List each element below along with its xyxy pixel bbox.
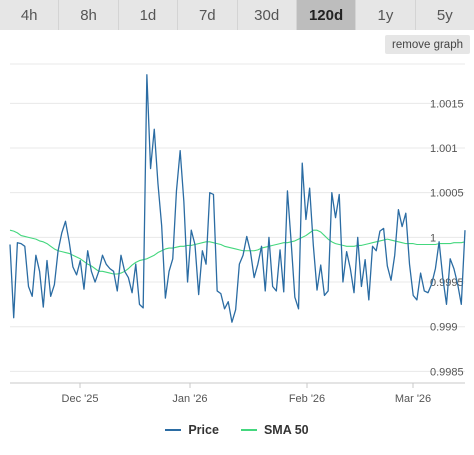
- x-tick-label: Jan '26: [172, 393, 207, 405]
- tab-4h[interactable]: 4h: [0, 0, 60, 30]
- y-tick-label: 1.0005: [430, 188, 464, 200]
- chart-legend: Price SMA 50: [0, 420, 474, 440]
- tab-1y[interactable]: 1y: [356, 0, 416, 30]
- x-tick-label: Feb '26: [289, 393, 325, 405]
- y-tick-label: 1: [430, 232, 436, 244]
- legend-swatch-price: [165, 429, 182, 431]
- remove-graph-button[interactable]: remove graph: [385, 35, 470, 54]
- tab-8h[interactable]: 8h: [59, 0, 119, 30]
- y-tick-label: 1.001: [430, 143, 458, 155]
- sma50-series-line: [9, 229, 466, 275]
- tab-5y[interactable]: 5y: [436, 6, 453, 24]
- x-tick-label: Mar '26: [395, 393, 431, 405]
- y-tick-label: 1.0015: [430, 98, 464, 110]
- timeframe-tabs: 4h 8h 1d 7d 30d 120d 1y 5y: [0, 0, 474, 30]
- y-tick-label: 0.9995: [430, 277, 464, 289]
- x-tick-label: Dec '25: [62, 393, 99, 405]
- legend-item-sma50[interactable]: SMA 50: [240, 423, 309, 437]
- legend-swatch-sma50: [240, 429, 257, 431]
- tab-7d[interactable]: 7d: [178, 0, 238, 30]
- tab-30d[interactable]: 30d: [238, 0, 297, 30]
- y-tick-label: 0.999: [430, 322, 458, 334]
- price-series-line: [9, 74, 466, 323]
- tab-120d[interactable]: 120d: [296, 0, 357, 30]
- legend-label-sma50: SMA 50: [263, 423, 309, 437]
- tab-1d[interactable]: 1d: [119, 0, 179, 30]
- legend-label-price: Price: [188, 423, 219, 437]
- y-tick-label: 0.9985: [430, 366, 464, 378]
- legend-item-price[interactable]: Price: [165, 423, 219, 437]
